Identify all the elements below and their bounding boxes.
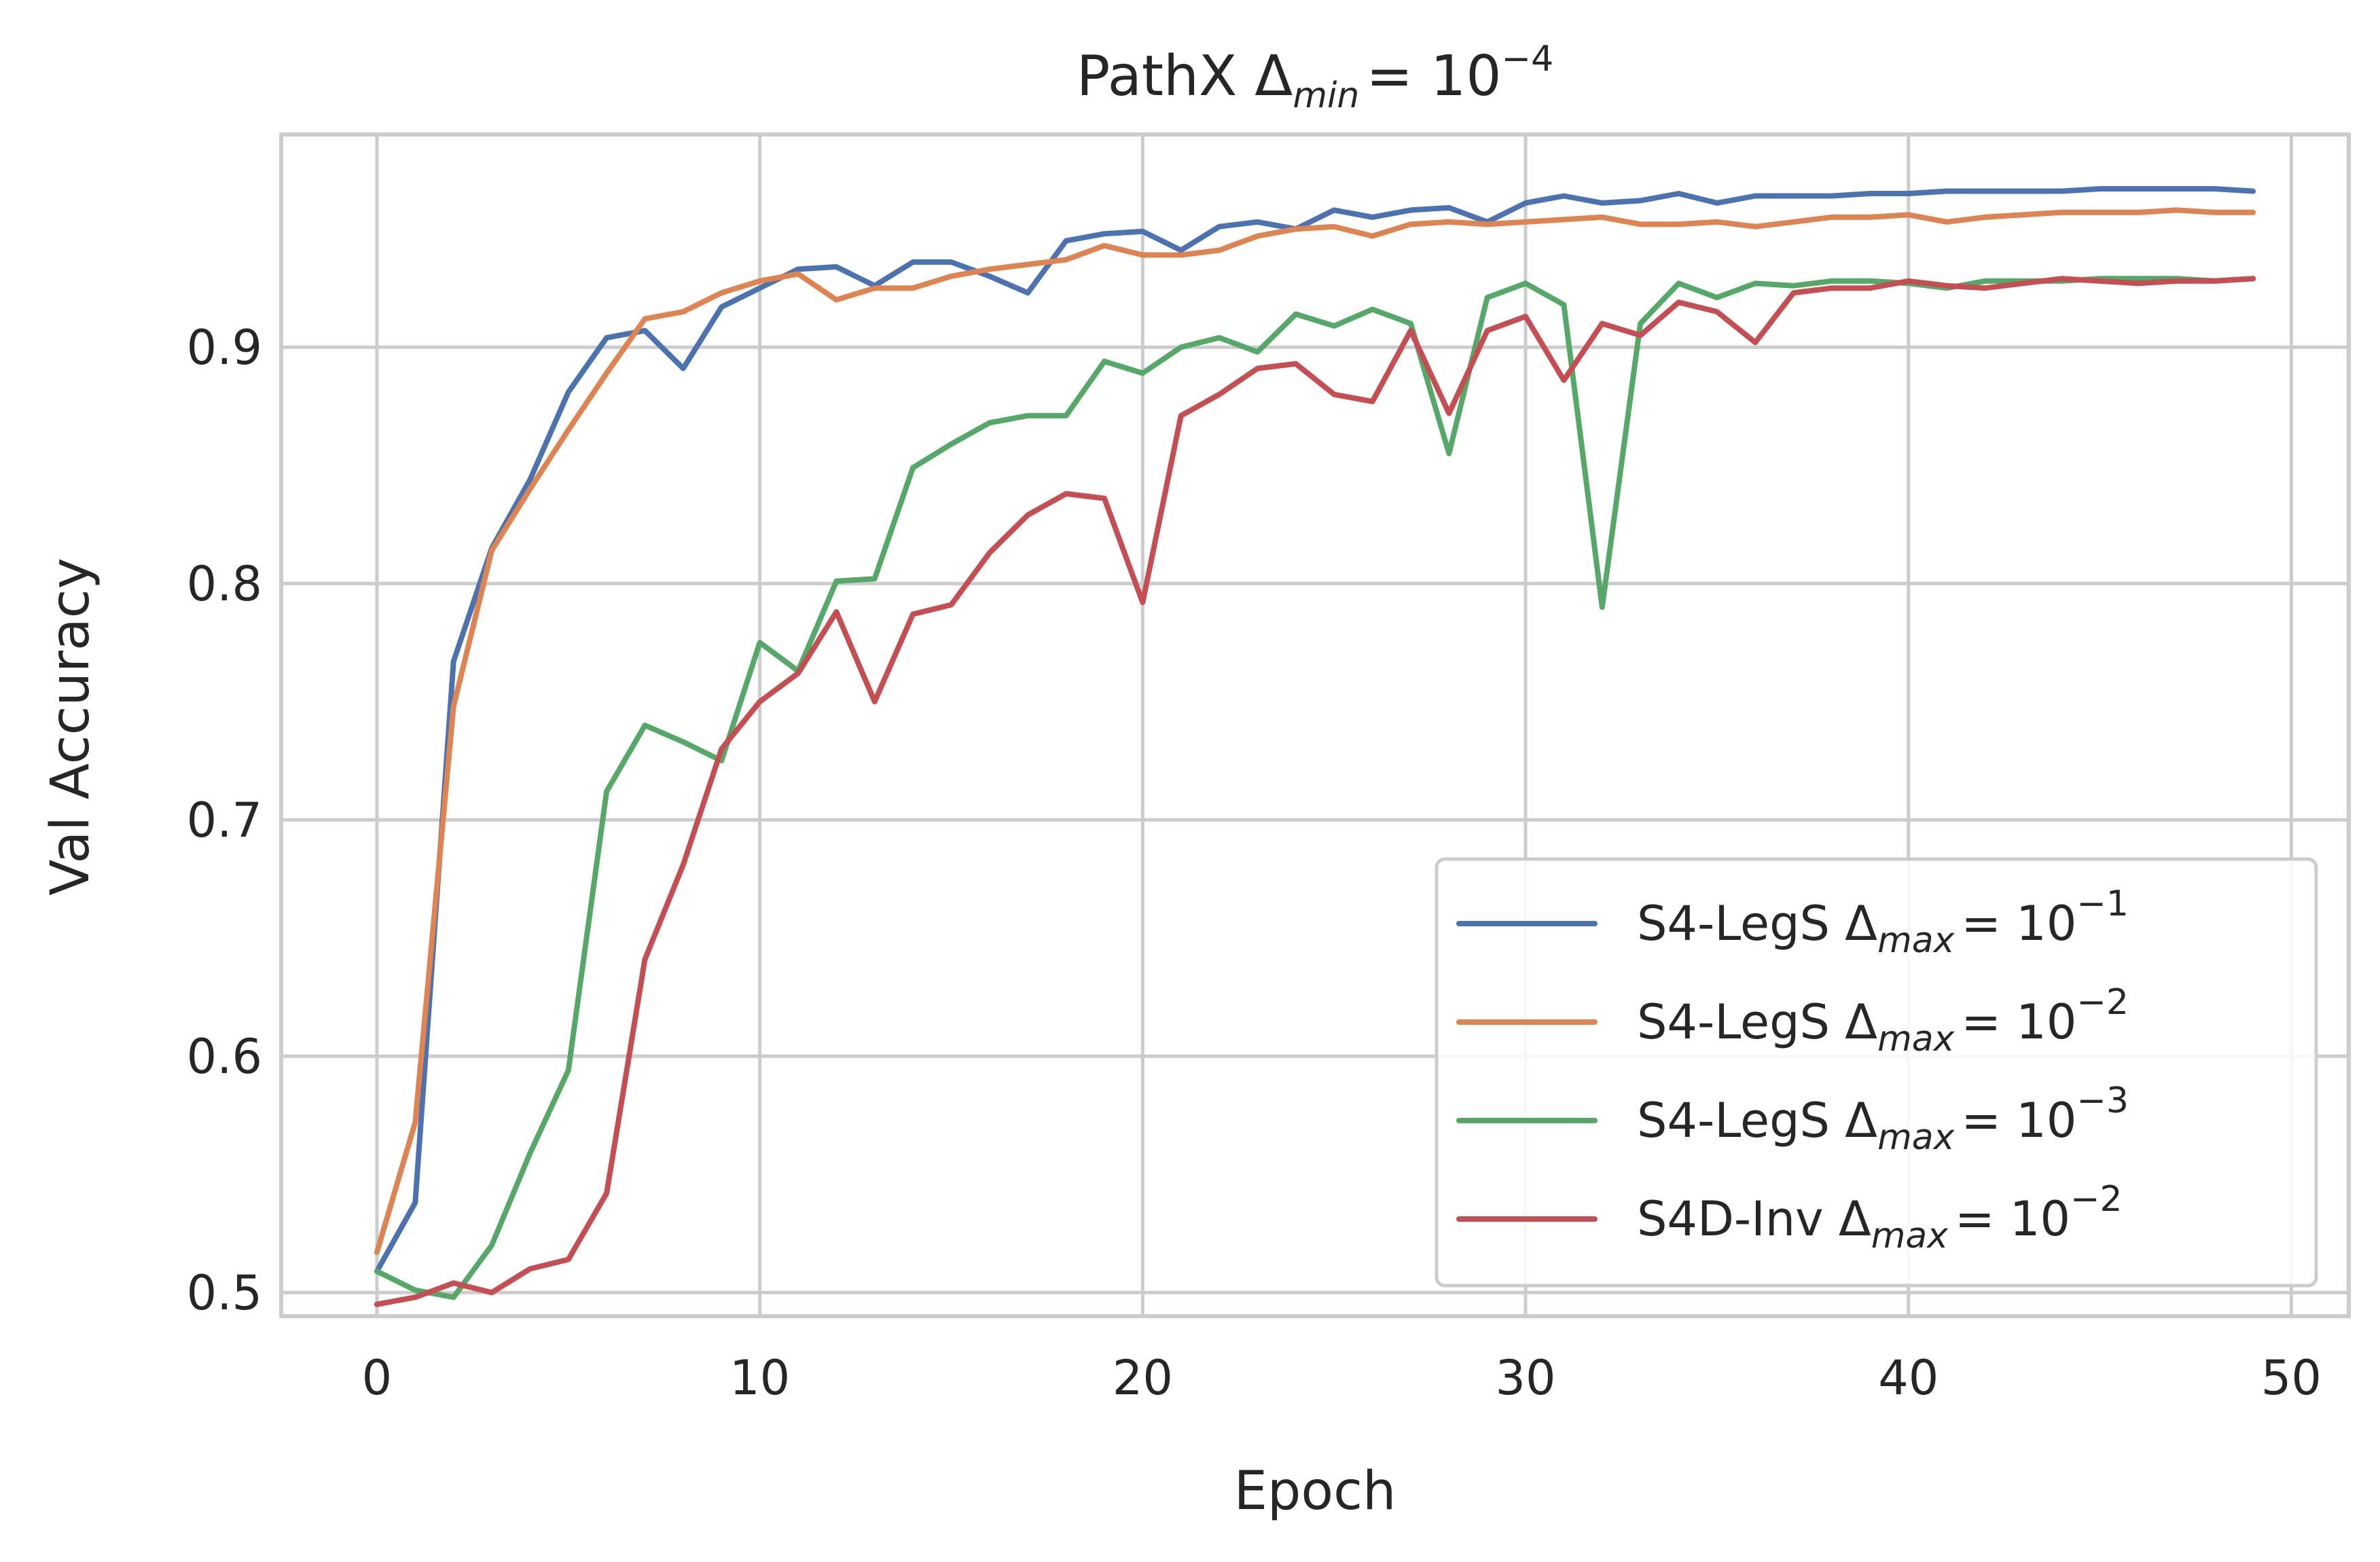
x-tick-label: 40 — [1878, 1350, 1939, 1406]
legend-label-name: S4D-Inv Δ — [1637, 1191, 1871, 1247]
legend-label-sup: −3 — [2076, 1080, 2129, 1121]
title-sub: min — [1293, 75, 1359, 116]
y-tick-label: 0.7 — [187, 793, 262, 848]
x-tick-label: 0 — [362, 1350, 393, 1406]
legend-label-sup: −2 — [2070, 1179, 2123, 1220]
series-line-4 — [374, 276, 2256, 1307]
legend-label-sup: −2 — [2076, 982, 2129, 1023]
legend-label-4: S4D-Inv Δmax = 10−2 — [1637, 1179, 2123, 1256]
legend-label-1: S4-LegS Δmax = 10−1 — [1637, 884, 2129, 961]
x-tick-label: 30 — [1495, 1350, 1555, 1406]
legend-label-3: S4-LegS Δmax = 10−3 — [1637, 1080, 2129, 1158]
legend-label-sub: max — [1877, 920, 1955, 961]
legend-label-name: S4-LegS Δ — [1637, 994, 1877, 1050]
legend-box — [1435, 857, 2318, 1288]
legend-label-name: S4-LegS Δ — [1637, 1093, 1877, 1148]
legend-label-mid: = 10 — [1955, 1191, 2070, 1247]
x-tick-label: 10 — [729, 1350, 790, 1406]
y-tick-label: 0.5 — [187, 1265, 262, 1321]
legend-label-sub: max — [1871, 1216, 1949, 1256]
legend-label-2: S4-LegS Δmax = 10−2 — [1637, 982, 2129, 1059]
legend-label-sub: max — [1877, 1117, 1955, 1158]
series-line-2 — [374, 207, 2256, 1255]
title-prefix: PathX Δ — [1077, 44, 1293, 109]
series-line-1 — [374, 186, 2256, 1274]
tick-labels: 0 10 20 30 40 50 0.5 0.6 0.7 0.8 0.9 — [187, 320, 2322, 1406]
legend-label-sub: max — [1877, 1019, 1955, 1059]
x-tick-label: 20 — [1113, 1350, 1173, 1406]
title-mid: = 10 — [1366, 44, 1501, 109]
legend: S4-LegS Δmax = 10−1S4-LegS Δmax = 10−2S4-L… — [1435, 857, 2318, 1288]
legend-label-name: S4-LegS Δ — [1637, 896, 1877, 951]
y-axis-label: Val Accuracy — [40, 558, 101, 896]
y-tick-label: 0.6 — [187, 1029, 262, 1085]
x-tick-label: 50 — [2261, 1350, 2322, 1406]
chart-title: PathX Δmin = 10−4 — [1077, 39, 1553, 116]
y-tick-label: 0.9 — [187, 320, 262, 376]
title-sup: −4 — [1502, 39, 1554, 79]
x-axis-label: Epoch — [1234, 1461, 1396, 1522]
y-tick-label: 0.8 — [187, 556, 262, 612]
legend-label-mid: = 10 — [1961, 994, 2076, 1050]
legend-label-sup: −1 — [2076, 884, 2129, 924]
legend-label-mid: = 10 — [1961, 1093, 2076, 1148]
series-group — [374, 186, 2256, 1307]
legend-label-mid: = 10 — [1961, 896, 2076, 951]
